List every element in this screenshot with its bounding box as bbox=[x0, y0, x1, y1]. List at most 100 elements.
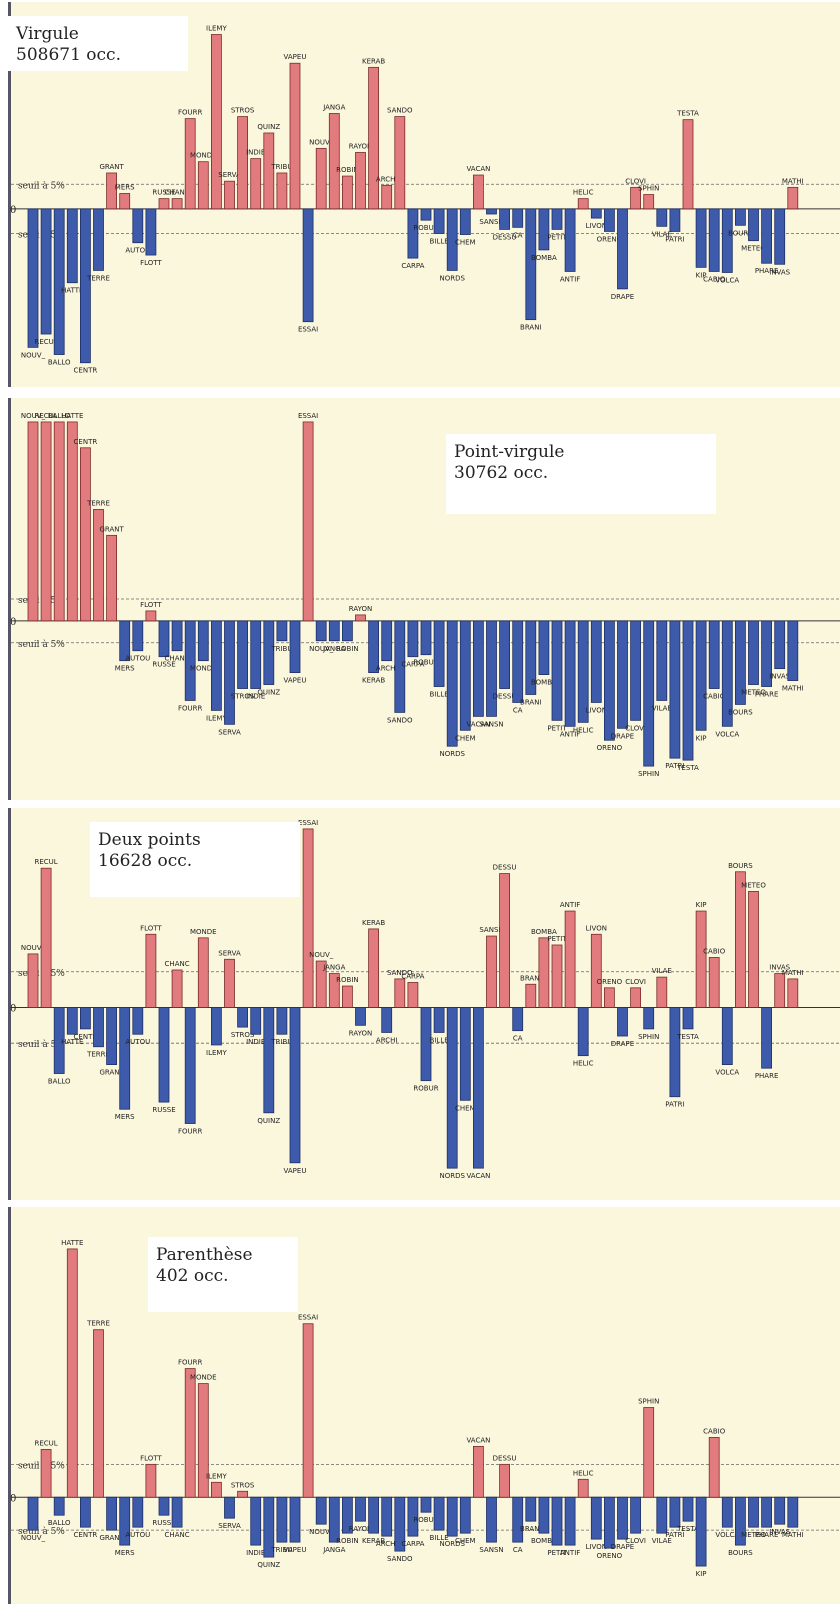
bar-hatte bbox=[66, 1007, 78, 1035]
threshold-label: seuil à 5% bbox=[18, 1526, 65, 1537]
bar-indie bbox=[250, 620, 262, 689]
bar-vilae bbox=[656, 976, 668, 1008]
bar-label: CARPA bbox=[401, 661, 424, 669]
bar-drape bbox=[617, 620, 628, 729]
bar-label: HELIC bbox=[573, 1060, 594, 1068]
bar-label: FLOTT bbox=[140, 1454, 162, 1462]
bar-petit bbox=[551, 1496, 563, 1546]
bar-label: KIP bbox=[696, 1570, 707, 1578]
bar-label: BOMBA bbox=[531, 928, 557, 936]
threshold-label: seuil à 5% bbox=[18, 180, 65, 191]
bar-meteo bbox=[748, 1496, 759, 1528]
bar-essai bbox=[302, 1323, 314, 1498]
bar-label: TESTA bbox=[676, 110, 699, 118]
bar-label: ROBUR bbox=[413, 659, 438, 667]
bar-quinz bbox=[263, 1496, 275, 1558]
bar-label: FOURR bbox=[178, 1359, 203, 1367]
bar-sansn bbox=[486, 1496, 497, 1543]
bar-label: SANSN bbox=[479, 720, 503, 728]
bar-centr bbox=[80, 1007, 91, 1030]
bar-label: VOLCA bbox=[715, 1069, 739, 1077]
bar-vapeu bbox=[289, 1007, 301, 1164]
bar-bomba bbox=[538, 937, 550, 1008]
bar-label: BILLE bbox=[430, 238, 449, 246]
bar-label: BOMBA bbox=[531, 254, 557, 262]
bar-helic bbox=[577, 1478, 589, 1498]
bar-kip bbox=[695, 620, 707, 731]
bar-label: ESSAI bbox=[298, 819, 318, 827]
bar-autou bbox=[132, 1007, 144, 1035]
bar-brani bbox=[525, 983, 537, 1008]
bar-vacan bbox=[472, 174, 484, 210]
bar-label: BALLO bbox=[48, 1078, 71, 1086]
bar-volca bbox=[721, 620, 733, 727]
bar-label: MATHI bbox=[782, 969, 804, 977]
bar-chem bbox=[459, 208, 471, 235]
bar-label: PHARE bbox=[755, 267, 779, 275]
bar-label: PHARE bbox=[755, 691, 779, 699]
bar-ca bbox=[512, 1007, 524, 1032]
bar-ilemy bbox=[210, 1481, 222, 1498]
bar-label: KIP bbox=[696, 901, 707, 909]
bar-label: CHANC bbox=[165, 655, 190, 663]
bar-robur bbox=[420, 208, 432, 221]
bar-sphin bbox=[643, 620, 655, 767]
bar-testa bbox=[682, 1007, 694, 1030]
bar-testa bbox=[682, 620, 694, 761]
bar-label: ANTIF bbox=[560, 730, 580, 738]
chart-title: Parenthèse bbox=[156, 1245, 253, 1265]
bar-mers bbox=[119, 193, 131, 210]
bar-vapeu bbox=[289, 62, 301, 210]
bar-sando bbox=[394, 978, 406, 1008]
bar-stros bbox=[237, 116, 249, 210]
bar-mers bbox=[119, 1007, 131, 1110]
bar-sansn bbox=[486, 935, 497, 1008]
bar-autou bbox=[132, 620, 144, 652]
bar-nouv bbox=[315, 620, 327, 642]
bar-clovi bbox=[630, 1496, 641, 1534]
bar-kerab bbox=[368, 66, 380, 210]
bar-phare bbox=[761, 1007, 772, 1069]
bar-sando bbox=[394, 620, 406, 713]
bar-label: INVAS bbox=[769, 1528, 790, 1536]
bar-cabio bbox=[708, 957, 720, 1008]
bar-fourr bbox=[184, 118, 196, 210]
bar-label: BILLE bbox=[430, 1036, 449, 1044]
bar-label: RAYON bbox=[349, 1525, 372, 1533]
bar-nords bbox=[446, 620, 458, 747]
bar-petit bbox=[551, 944, 563, 1008]
bar-label: VAPEU bbox=[284, 677, 307, 685]
bar-vacan bbox=[472, 1445, 484, 1498]
bar-sansn bbox=[486, 620, 497, 717]
bar-label: MERS bbox=[115, 1113, 135, 1121]
bar-nouv bbox=[315, 1496, 327, 1525]
bar-rayon bbox=[355, 152, 366, 210]
bar-label: KERAB bbox=[362, 677, 385, 685]
bar-archi bbox=[381, 1007, 393, 1033]
bar-livon bbox=[590, 208, 602, 219]
bar-label: ORENO bbox=[597, 1552, 623, 1560]
bar-serva bbox=[224, 1496, 235, 1519]
chart-subtitle: 16628 occ. bbox=[98, 851, 193, 871]
bar-label: RUSSE bbox=[152, 661, 175, 669]
bar-label: ROBUR bbox=[413, 1516, 438, 1524]
bar-label: ROBIN bbox=[336, 645, 358, 653]
bar-label: TESTA bbox=[676, 1525, 699, 1533]
bar-label: FLOTT bbox=[140, 601, 162, 609]
bar-label: NORDS bbox=[439, 1172, 465, 1180]
bar-label: HATTE bbox=[61, 287, 83, 295]
bar-label: KIP bbox=[696, 734, 707, 742]
bar-phare bbox=[761, 620, 772, 687]
bar-label: SERVA bbox=[218, 1522, 241, 1530]
bar-label: ARCHI bbox=[376, 665, 398, 673]
bar-label: RUSSE bbox=[152, 189, 175, 197]
bar-volca bbox=[721, 1496, 733, 1528]
bar-ballo bbox=[53, 421, 65, 622]
bar-label: DESSU bbox=[493, 864, 517, 872]
bar-fourr bbox=[184, 1007, 196, 1124]
bar-carpa bbox=[407, 620, 419, 658]
bar-vilae bbox=[656, 1496, 668, 1534]
bar-drape bbox=[617, 1007, 628, 1037]
bar-monde bbox=[197, 620, 209, 662]
